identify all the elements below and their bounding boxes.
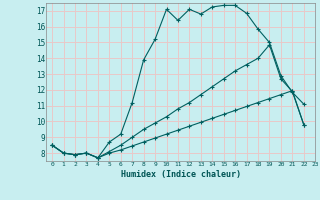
X-axis label: Humidex (Indice chaleur): Humidex (Indice chaleur) [121, 170, 241, 179]
